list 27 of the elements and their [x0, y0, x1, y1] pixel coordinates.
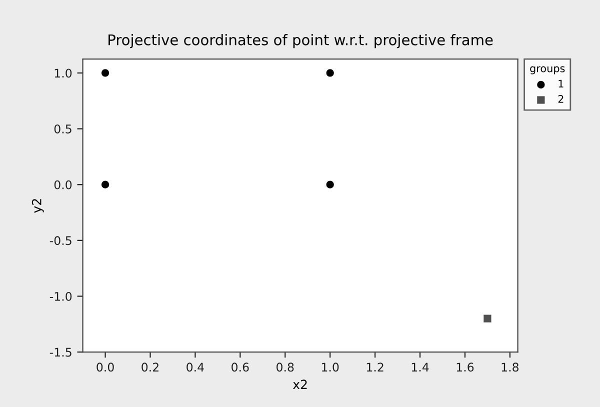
y-tick-label: 1.0	[54, 68, 72, 78]
legend-label: 1	[558, 80, 564, 88]
point	[326, 180, 334, 188]
x-tick-label: 1.2	[366, 362, 384, 372]
point	[101, 180, 110, 188]
point	[326, 69, 334, 77]
x-axis-title: x2	[292, 380, 307, 389]
chart-title: Projective coordinates of point w.r.t. projective frame	[108, 34, 493, 48]
x-tick-label: 1.6	[456, 362, 474, 372]
point	[484, 314, 492, 322]
legend-title: groups	[530, 66, 565, 74]
x-tick-label: 0.2	[142, 362, 158, 372]
x-tick-label: 0.6	[232, 362, 249, 372]
x-tick-label: 1.4	[412, 362, 429, 372]
y-axis-title: y2	[32, 199, 44, 213]
y-tick-label: 0.0	[54, 180, 72, 190]
legend-label: 2	[558, 94, 564, 103]
x-tick-label: 0.0	[96, 362, 114, 372]
y-tick-label: -0.5	[50, 236, 72, 246]
point	[101, 69, 110, 77]
y-tick-label: 0.5	[54, 124, 72, 134]
x-tick-label: 1.8	[502, 362, 519, 372]
x-tick-label: 1.0	[322, 362, 339, 372]
y-tick-label: -1.5	[50, 348, 72, 357]
x-tick-label: 0.4	[186, 362, 204, 372]
x-tick-label: 0.8	[276, 362, 294, 372]
y-tick-label: -1.0	[50, 292, 72, 301]
